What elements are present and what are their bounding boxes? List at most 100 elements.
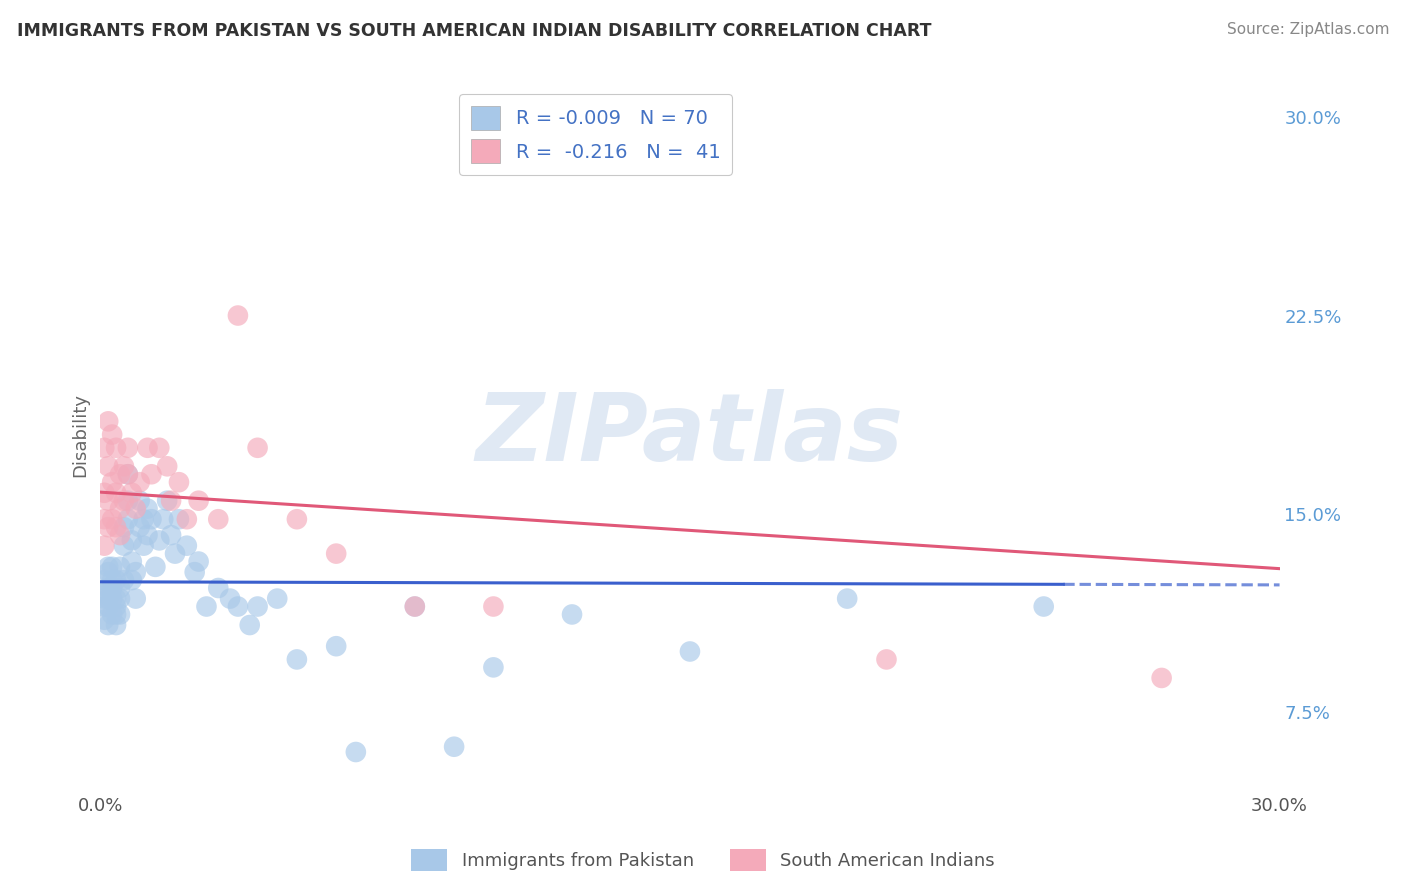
Point [117,467,139,482]
Point [93,591,115,606]
Point [132,512,155,526]
Point [876,652,898,666]
Point [207,512,229,526]
Point [93,586,115,600]
Point [136,501,159,516]
Point [443,739,465,754]
Point [93,512,115,526]
Point [93,599,115,614]
Point [97,581,120,595]
Point [246,441,269,455]
Point [141,467,163,482]
Point [285,652,308,666]
Point [101,512,124,526]
Point [93,613,115,627]
Point [219,591,242,606]
Point [101,573,124,587]
Point [136,441,159,455]
Point [117,467,139,482]
Point [105,441,128,455]
Point [176,539,198,553]
Point [108,501,131,516]
Point [105,573,128,587]
Point [561,607,583,622]
Point [97,520,120,534]
Point [117,441,139,455]
Point [101,581,124,595]
Point [108,528,131,542]
Point [112,493,135,508]
Point [207,581,229,595]
Point [105,599,128,614]
Point [128,475,150,490]
Point [112,539,135,553]
Point [344,745,367,759]
Point [176,512,198,526]
Point [156,459,179,474]
Point [97,493,120,508]
Point [1150,671,1173,685]
Point [112,573,135,587]
Point [246,599,269,614]
Point [105,618,128,632]
Point [112,520,135,534]
Point [97,459,120,474]
Point [105,607,128,622]
Text: Source: ZipAtlas.com: Source: ZipAtlas.com [1226,22,1389,37]
Point [101,427,124,442]
Point [145,559,167,574]
Point [285,512,308,526]
Point [163,547,186,561]
Point [97,599,120,614]
Point [404,599,426,614]
Point [97,618,120,632]
Point [160,528,183,542]
Point [108,467,131,482]
Point [195,599,218,614]
Point [97,559,120,574]
Point [101,559,124,574]
Point [125,565,148,579]
Point [112,459,135,474]
Point [482,599,505,614]
Point [132,539,155,553]
Point [1032,599,1054,614]
Point [266,591,288,606]
Point [97,591,120,606]
Point [93,539,115,553]
Point [226,309,249,323]
Point [108,559,131,574]
Point [97,565,120,579]
Point [125,591,148,606]
Y-axis label: Disability: Disability [72,392,89,476]
Point [226,599,249,614]
Point [152,512,174,526]
Point [148,533,170,548]
Point [117,493,139,508]
Legend: Immigrants from Pakistan, South American Indians: Immigrants from Pakistan, South American… [404,842,1002,879]
Point [121,555,143,569]
Point [183,565,205,579]
Point [148,441,170,455]
Point [187,555,209,569]
Point [101,591,124,606]
Point [93,485,115,500]
Text: IMMIGRANTS FROM PAKISTAN VS SOUTH AMERICAN INDIAN DISABILITY CORRELATION CHART: IMMIGRANTS FROM PAKISTAN VS SOUTH AMERIC… [17,22,931,40]
Point [121,485,143,500]
Point [93,573,115,587]
Point [141,512,163,526]
Point [239,618,262,632]
Point [125,501,148,516]
Point [837,591,859,606]
Point [167,475,190,490]
Point [128,520,150,534]
Point [117,512,139,526]
Point [108,581,131,595]
Point [325,547,347,561]
Point [97,414,120,428]
Point [187,493,209,508]
Point [105,520,128,534]
Point [404,599,426,614]
Point [105,485,128,500]
Point [93,441,115,455]
